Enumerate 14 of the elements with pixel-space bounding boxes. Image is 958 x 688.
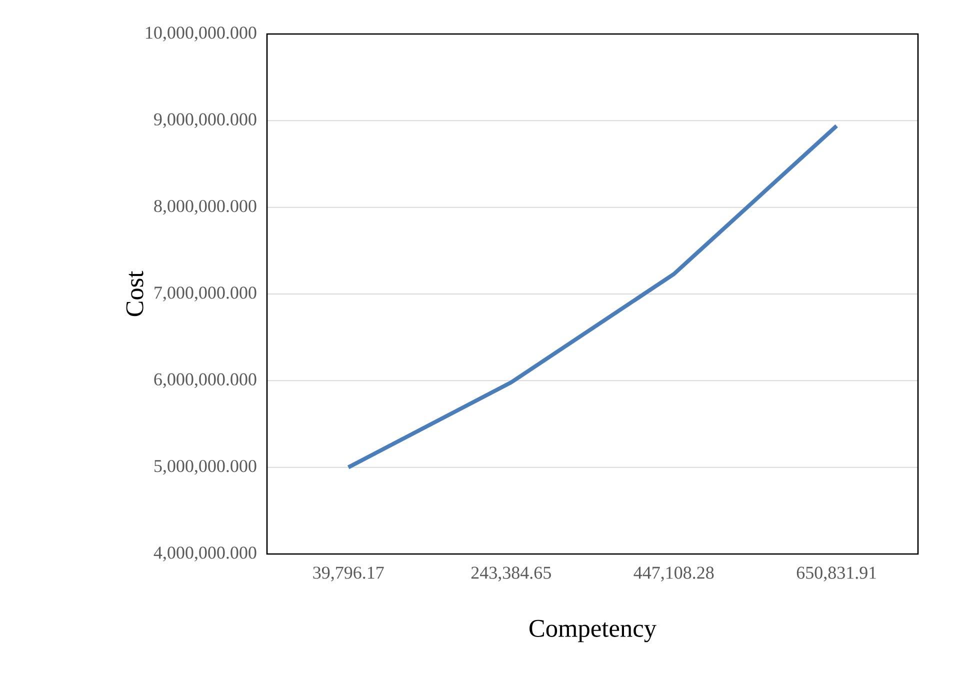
y-tick-label: 6,000,000.000 xyxy=(154,373,256,388)
x-tick-label: 39,796.17 xyxy=(313,566,384,582)
x-tick-label: 447,108.28 xyxy=(634,566,714,582)
y-axis-title: Cost xyxy=(126,270,144,316)
line-series xyxy=(346,124,839,470)
y-tick-label: 10,000,000.000 xyxy=(146,26,256,42)
x-tick-label: 650,831.91 xyxy=(796,566,876,582)
y-tick-label: 5,000,000.000 xyxy=(154,460,256,475)
y-tick-label: 9,000,000.000 xyxy=(154,113,256,128)
x-tick-label: 243,384.65 xyxy=(471,566,551,582)
x-axis-title: Competency xyxy=(530,620,656,642)
y-tick-label: 8,000,000.000 xyxy=(154,200,256,215)
y-tick-label: 7,000,000.000 xyxy=(154,286,256,302)
y-tick-label: 4,000,000.000 xyxy=(154,546,256,562)
